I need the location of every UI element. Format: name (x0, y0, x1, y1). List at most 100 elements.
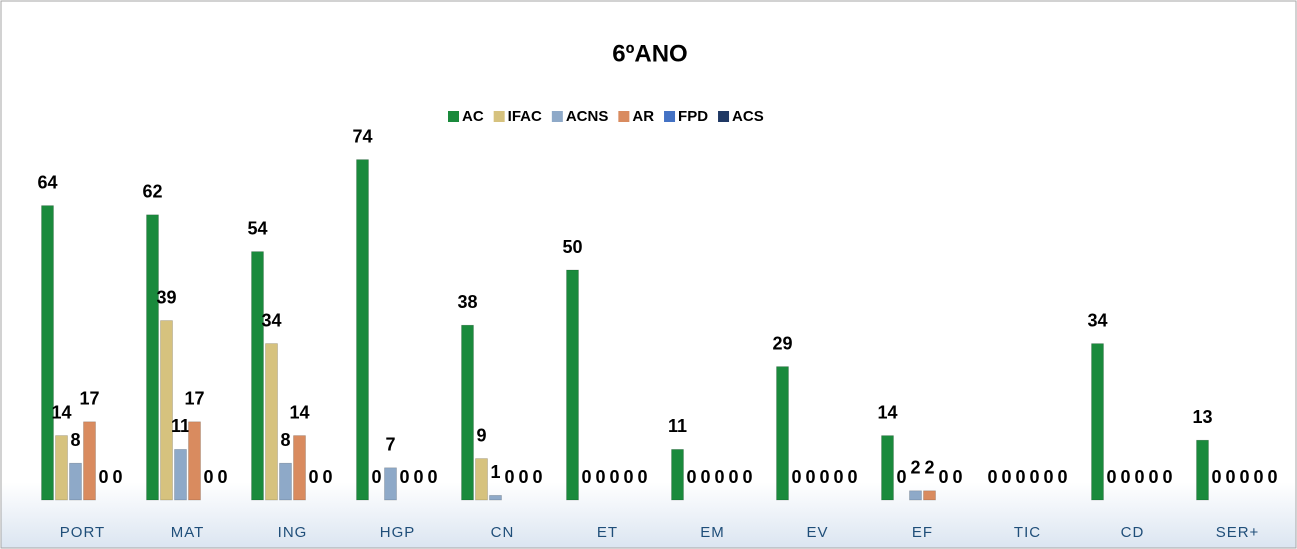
data-label: 0 (1239, 467, 1249, 487)
data-label: 0 (518, 467, 528, 487)
legend-label: FPD (678, 108, 708, 125)
data-label: 0 (399, 467, 409, 487)
data-label: 0 (532, 467, 542, 487)
data-label: 8 (70, 430, 80, 450)
data-label: 13 (1192, 407, 1212, 427)
bar (1091, 343, 1104, 501)
data-label: 17 (184, 389, 204, 409)
data-label: 0 (1253, 467, 1263, 487)
data-label: 0 (819, 467, 829, 487)
bar (279, 462, 292, 501)
data-label: 62 (142, 182, 162, 202)
data-label: 0 (504, 467, 514, 487)
bar (909, 490, 922, 501)
bar (461, 324, 474, 501)
bar (160, 320, 173, 501)
legend-marker (551, 111, 563, 122)
chart-title: 6ºANO (612, 40, 687, 67)
bar (384, 467, 397, 501)
data-label: 0 (322, 467, 332, 487)
bar (265, 343, 278, 501)
data-label: 54 (247, 218, 267, 238)
data-label: 64 (37, 172, 57, 192)
x-tick-label: ET (597, 524, 618, 541)
x-tick-label: CN (491, 524, 515, 541)
data-label: 0 (742, 467, 752, 487)
data-label: 0 (1148, 467, 1158, 487)
legend-marker (493, 111, 505, 122)
data-label: 0 (427, 467, 437, 487)
data-label: 0 (112, 467, 122, 487)
x-tick-label: SER+ (1216, 524, 1260, 541)
legend-marker (448, 111, 459, 122)
data-label: 9 (476, 425, 486, 445)
data-label: 0 (203, 467, 213, 487)
data-label: 7 (385, 435, 395, 455)
data-label: 50 (562, 237, 582, 257)
legend-marker (618, 111, 630, 122)
bar (83, 421, 96, 501)
data-label: 0 (805, 467, 815, 487)
data-label: 0 (896, 467, 906, 487)
data-label: 0 (791, 467, 801, 487)
bar (356, 159, 369, 501)
data-label: 0 (1267, 467, 1277, 487)
data-label: 0 (1029, 467, 1039, 487)
data-label: 0 (714, 467, 724, 487)
x-tick-label: EV (806, 524, 828, 541)
data-label: 0 (637, 467, 647, 487)
bar (55, 435, 68, 501)
data-label: 0 (938, 467, 948, 487)
data-label: 2 (910, 458, 920, 478)
x-tick-label: MAT (171, 524, 205, 541)
data-label: 0 (308, 467, 318, 487)
data-label: 0 (833, 467, 843, 487)
data-label: 0 (1057, 467, 1067, 487)
data-label: 0 (700, 467, 710, 487)
data-label: 0 (952, 467, 962, 487)
data-label: 1 (490, 462, 500, 482)
bar (475, 458, 488, 501)
x-tick-label: TIC (1014, 524, 1041, 541)
legend-label: ACS (732, 108, 764, 125)
legend-label: AC (462, 108, 484, 125)
legend-marker (718, 111, 730, 122)
data-label: 0 (623, 467, 633, 487)
data-label: 38 (457, 292, 477, 312)
data-label: 39 (156, 287, 176, 307)
bar (41, 205, 54, 501)
data-label: 14 (289, 402, 309, 422)
data-label: 0 (1015, 467, 1025, 487)
data-label: 0 (1211, 467, 1221, 487)
data-label: 0 (1134, 467, 1144, 487)
x-tick-label: HGP (380, 524, 416, 541)
bar (174, 449, 187, 501)
data-label: 17 (79, 389, 99, 409)
bar (671, 449, 684, 501)
data-label: 74 (352, 126, 372, 146)
data-label: 0 (686, 467, 696, 487)
data-label: 0 (1120, 467, 1130, 487)
x-tick-label: EF (912, 524, 933, 541)
data-label: 0 (581, 467, 591, 487)
data-label: 0 (595, 467, 605, 487)
data-label: 11 (171, 416, 190, 436)
bar (251, 251, 264, 501)
bar (489, 495, 502, 501)
bar (69, 462, 82, 501)
legend-label: AR (632, 108, 654, 125)
data-label: 14 (51, 402, 71, 422)
data-label: 34 (261, 310, 281, 330)
data-label: 0 (371, 467, 381, 487)
data-label: 0 (1106, 467, 1116, 487)
bar (566, 269, 579, 501)
data-label: 14 (877, 402, 897, 422)
bar (776, 366, 789, 501)
data-label: 0 (1001, 467, 1011, 487)
data-label: 0 (98, 467, 108, 487)
data-label: 0 (987, 467, 997, 487)
data-label: 0 (1162, 467, 1172, 487)
data-label: 0 (413, 467, 423, 487)
